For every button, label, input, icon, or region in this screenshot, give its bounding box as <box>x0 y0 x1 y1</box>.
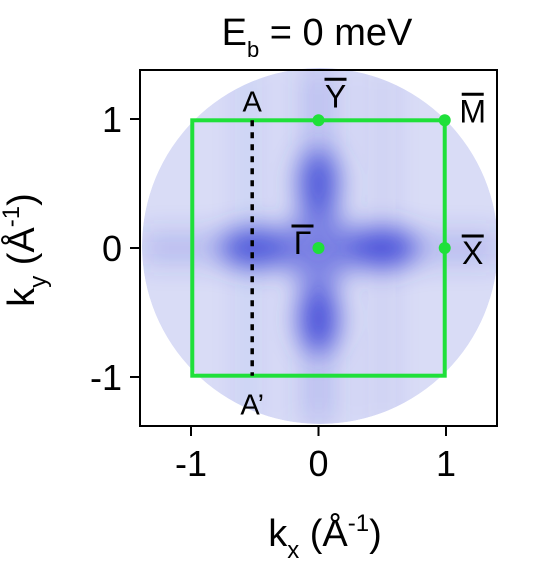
x-tick-label: -1 <box>175 443 207 484</box>
cut-label-a: A <box>243 86 263 118</box>
point-M-marker <box>438 114 451 127</box>
intensity-lobe <box>298 284 339 353</box>
chart-title: Eb = 0 meV <box>222 12 413 62</box>
point-Y-label: Y <box>325 78 346 114</box>
y-tick-label: 1 <box>102 99 122 140</box>
y-axis-label: ky (Å-1) <box>0 193 52 307</box>
y-tick-label: 0 <box>102 228 122 269</box>
point-Γ-marker <box>312 242 325 254</box>
point-Y-marker <box>312 114 325 127</box>
intensity-lobe <box>220 228 289 268</box>
x-axis-label: kx (Å-1) <box>268 510 382 564</box>
point-Γ-label: Γ <box>294 225 312 261</box>
y-tick-label: -1 <box>90 357 122 398</box>
point-X-label: X <box>462 235 483 271</box>
x-tick-label: 0 <box>308 443 328 484</box>
point-X-marker <box>438 242 451 254</box>
intensity-lobe <box>348 228 417 268</box>
point-M-label: M <box>459 93 486 129</box>
x-tick-label: 1 <box>436 443 456 484</box>
cut-label-a-prime: A’ <box>240 390 264 422</box>
intensity-lobe <box>298 149 339 218</box>
